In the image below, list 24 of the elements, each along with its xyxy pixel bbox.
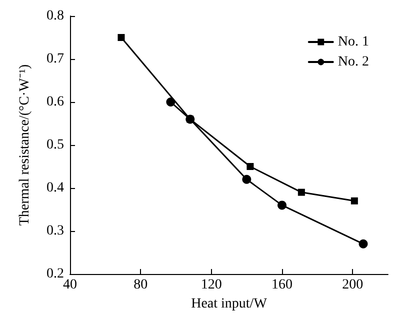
y-tick-label: 0.6 — [46, 94, 64, 110]
point — [246, 163, 254, 170]
x-tick-label: 160 — [272, 278, 292, 292]
point — [118, 34, 125, 41]
y-tick-label: 0.2 — [46, 266, 64, 282]
x-tick-label: 200 — [342, 278, 364, 292]
x-tick-label: 120 — [200, 278, 222, 292]
y-tick-label: 0.4 — [46, 180, 64, 196]
x-tick-label: 40 — [63, 278, 77, 292]
x-tick-label: 80 — [134, 278, 148, 292]
point — [242, 174, 252, 184]
point — [350, 197, 358, 204]
legend-label: No. 2 — [338, 54, 370, 70]
y-tick-label: 0.8 — [46, 8, 64, 24]
point — [278, 200, 286, 210]
point — [358, 239, 368, 248]
point — [298, 188, 305, 196]
y-tick-label: 0.5 — [46, 138, 64, 152]
point — [166, 98, 176, 106]
y-tick-label: 0.3 — [46, 224, 64, 238]
y-axis-title: Thermal resistance/(°C·W⁻¹) — [18, 64, 32, 226]
x-axis-title: Heat input/W — [191, 296, 268, 312]
legend-label: No. 1 — [338, 34, 370, 50]
y-tick-label: 0.7 — [46, 52, 64, 66]
